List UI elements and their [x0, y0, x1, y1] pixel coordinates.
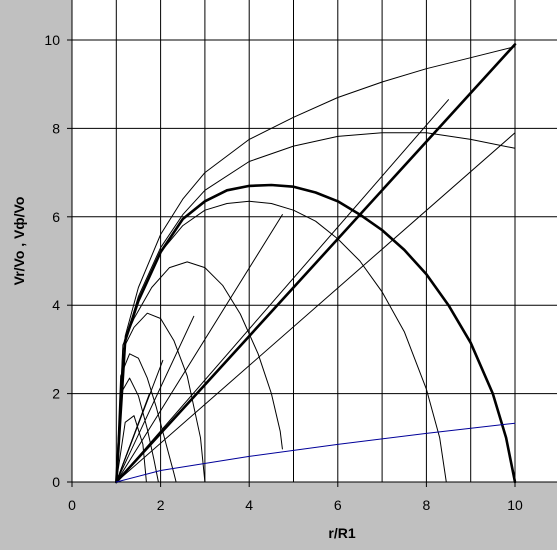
grid — [67, 0, 557, 487]
x-tick-label: 2 — [157, 497, 165, 513]
series-line-1 — [115, 415, 147, 483]
series-line-16 — [115, 99, 449, 483]
x-tick-label: 4 — [245, 497, 253, 513]
y-tick-label: 4 — [52, 297, 60, 313]
x-tick-label: 10 — [507, 497, 523, 513]
y-tick-label: 10 — [44, 32, 60, 48]
series-line-17 — [115, 132, 516, 483]
y-tick-label: 8 — [52, 120, 60, 136]
series-group — [115, 43, 517, 484]
x-tick-label: 6 — [334, 497, 342, 513]
series-line-7 — [115, 183, 517, 484]
series-line-5 — [115, 261, 283, 483]
series-line-8 — [115, 132, 516, 483]
series-line-14 — [115, 315, 195, 483]
x-axis-title: r/R1 — [328, 525, 355, 541]
y-tick-label: 0 — [52, 474, 60, 490]
series-line-4 — [115, 312, 206, 483]
x-tick-labels: 0 2 4 6 8 10 — [68, 497, 523, 513]
y-tick-labels: 0 2 4 6 8 10 — [44, 32, 60, 490]
series-line-9 — [115, 46, 516, 483]
y-axis-title: Vr/Vo , Vф/Vo — [11, 197, 27, 286]
series-line-15 — [115, 214, 283, 483]
series-line-13 — [115, 359, 164, 483]
series-line-18 — [115, 43, 517, 484]
series-line-19 — [115, 422, 516, 483]
y-tick-label: 6 — [52, 209, 60, 225]
y-tick-label: 2 — [52, 386, 60, 402]
x-tick-label: 0 — [68, 497, 76, 513]
plot-area — [72, 0, 557, 482]
x-tick-label: 8 — [423, 497, 431, 513]
